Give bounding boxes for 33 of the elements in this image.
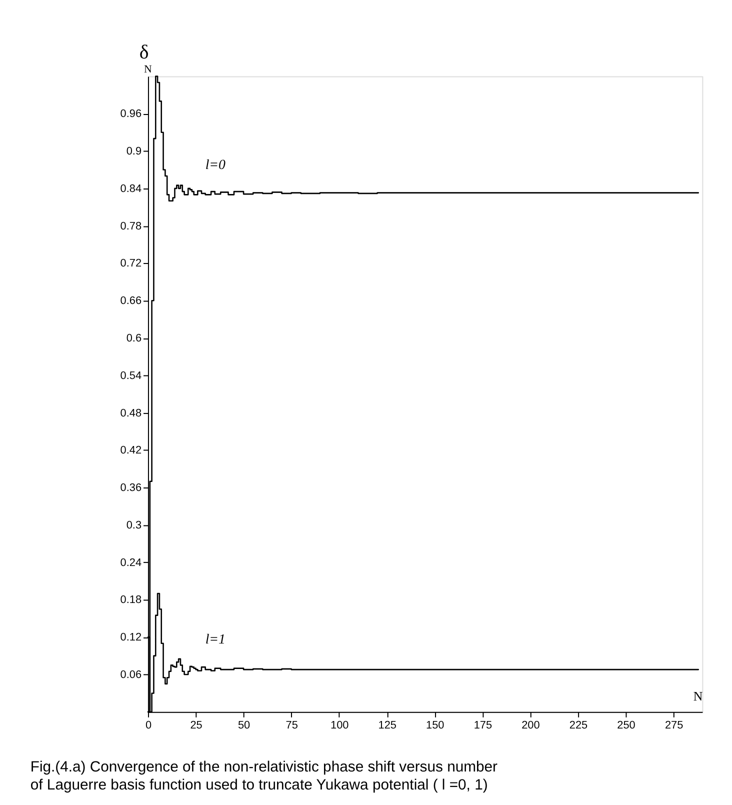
y-tick-label: 0.3 [126,519,142,532]
y-tick-label: 0.24 [120,556,142,569]
x-tick-label: 100 [330,719,349,732]
y-tick-label: 0.42 [120,444,142,457]
series-label: l=0 [205,158,226,173]
x-tick-label: 275 [664,719,684,732]
x-tick-label: 200 [522,719,540,732]
x-tick-label: 50 [238,719,250,732]
y-tick-label: 0.9 [126,146,142,158]
y-tick-label: 0.66 [120,295,142,308]
y-tick-label: 0.96 [120,108,142,120]
y-tick-label: 0.48 [120,407,142,420]
x-tick-label: 75 [286,719,298,732]
x-axis-title: N [693,688,704,704]
y-tick-label: 0.36 [120,482,142,494]
x-tick-label: 125 [378,719,396,732]
x-tick-label: 0 [145,719,152,732]
y-tick-label: 0.06 [120,669,142,682]
x-tick-label: 250 [617,719,636,732]
x-tick-label: 150 [426,719,444,732]
text: Fig.(4.a) Convergence of the non-relativistic phase shift versus number of Laguerre basis function used to truncate Yukawa potential ( l =0, 1) [30,760,498,794]
y-tick-label: 0.18 [120,594,142,606]
y-tick-label: 0.6 [126,332,142,344]
x-tick-label: 225 [569,719,588,732]
series-label: l=1 [205,632,226,648]
y-tick-label: 0.78 [120,220,142,232]
y-tick-label: 0.72 [120,258,142,270]
x-tick-label: 175 [474,719,492,732]
x-tick-label: 25 [190,719,202,732]
y-axis-title: δN [139,41,152,76]
y-tick-label: 0.12 [120,632,142,644]
y-tick-label: 0.84 [120,182,142,195]
y-tick-label: 0.54 [120,370,142,382]
